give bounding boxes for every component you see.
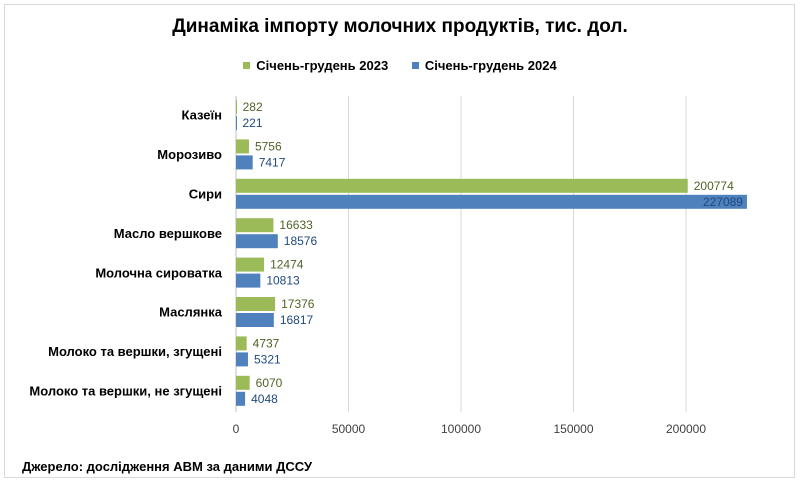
bar (236, 218, 274, 233)
data-label: 12474 (270, 258, 304, 272)
bar (236, 352, 248, 367)
data-label: 200774 (694, 179, 734, 193)
data-label: 10813 (266, 274, 300, 288)
source-note: Джерело: дослідження АВМ за даними ДССУ (22, 459, 313, 474)
chart-title: Динаміка імпорту молочних продуктів, тис… (172, 16, 628, 37)
data-label: 221 (242, 116, 262, 130)
legend-item-2024: Січень-грудень 2024 (411, 58, 557, 73)
legend-swatch-2023 (243, 62, 251, 69)
bar (236, 273, 261, 288)
data-label: 5321 (254, 352, 281, 366)
data-label: 5756 (255, 139, 282, 153)
x-tick-label: 50000 (332, 422, 366, 436)
bar (236, 100, 237, 114)
data-label: 4048 (251, 392, 278, 406)
data-label: 227089 (703, 195, 743, 209)
bar (236, 194, 747, 209)
legend-label-2024: Січень-грудень 2024 (424, 58, 557, 73)
x-tick-label: 0 (233, 422, 240, 436)
category-label: Казеїн (181, 108, 222, 123)
data-label: 18576 (284, 234, 318, 248)
bar (236, 116, 237, 130)
legend-label-2023: Січень-грудень 2023 (256, 58, 389, 73)
data-label: 282 (243, 100, 263, 114)
category-label: Морозиво (157, 147, 222, 162)
bar (236, 391, 246, 406)
bar (236, 336, 247, 351)
legend-item-2023: Січень-грудень 2023 (243, 58, 388, 73)
bar (236, 139, 249, 154)
x-tick-label: 200000 (666, 422, 706, 436)
data-label: 16817 (280, 313, 314, 327)
category-label: Молоко та вершки, згущені (48, 344, 222, 359)
category-label: Молоко та вершки, не згущені (29, 384, 222, 399)
data-label: 4737 (253, 336, 280, 350)
data-label: 7417 (259, 155, 286, 169)
bar (236, 257, 265, 272)
category-label: Молочна сироватка (95, 265, 222, 280)
data-label: 6070 (256, 376, 283, 390)
x-tick-label: 100000 (441, 422, 481, 436)
bar (236, 297, 276, 311)
legend-swatch-2024 (411, 62, 419, 69)
data-label: 16633 (279, 218, 313, 232)
bar (236, 313, 274, 327)
bar (236, 234, 278, 249)
x-tick-label: 150000 (553, 422, 593, 436)
bar (236, 178, 688, 193)
bar (236, 155, 253, 170)
chart-legend: Січень-грудень 2023 Січень-грудень 2024 (0, 57, 800, 73)
category-label: Масло вершкове (114, 226, 222, 241)
data-label: 17376 (281, 297, 315, 311)
category-label: Сири (189, 187, 222, 202)
bar (236, 375, 250, 390)
chart-frame (4, 4, 795, 478)
category-label: Маслянка (159, 305, 223, 320)
